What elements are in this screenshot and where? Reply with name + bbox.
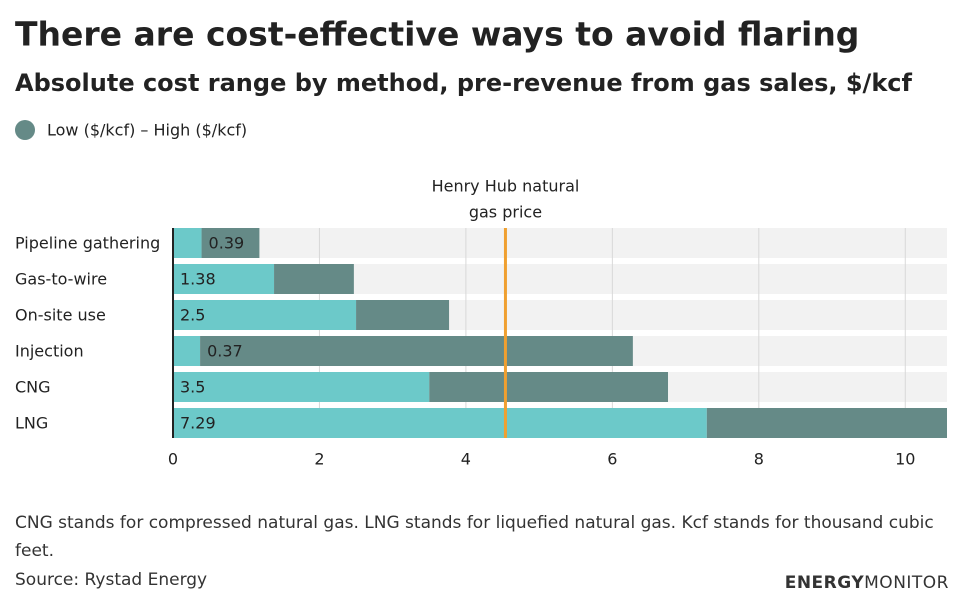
low-bar <box>173 228 202 258</box>
x-tick-label: 6 <box>607 450 617 469</box>
row-band <box>173 228 947 258</box>
reference-label: Henry Hub natural <box>432 177 580 196</box>
low-bar <box>173 336 201 366</box>
x-tick-label: 10 <box>895 450 915 469</box>
y-tick-label: Injection <box>15 342 84 361</box>
range-bar <box>356 300 450 330</box>
range-bar <box>429 372 669 402</box>
range-bar <box>274 264 354 294</box>
chart-title: There are cost-effective ways to avoid f… <box>15 15 859 54</box>
brand-light: MONITOR <box>864 573 949 593</box>
x-tick-label: 0 <box>168 450 178 469</box>
low-bar <box>173 300 357 330</box>
brand-bold: ENERGY <box>784 573 865 593</box>
note: CNG stands for compressed natural gas. L… <box>15 513 934 561</box>
low-bar <box>173 264 275 294</box>
range-bar <box>201 228 260 258</box>
legend-swatch <box>15 120 35 140</box>
chart-subtitle: Absolute cost range by method, pre-reven… <box>15 69 913 97</box>
x-tick-label: 4 <box>461 450 471 469</box>
low-bar <box>173 408 707 438</box>
source: Source: Rystad Energy <box>15 570 208 590</box>
x-tick-label: 2 <box>314 450 324 469</box>
value-label: 7.29 <box>180 414 216 433</box>
y-tick-label: On-site use <box>15 306 106 325</box>
low-bar <box>173 372 430 402</box>
value-label: 2.5 <box>180 306 205 325</box>
y-tick-label: LNG <box>15 414 48 433</box>
y-tick-label: Pipeline gathering <box>15 234 160 253</box>
value-label: 0.39 <box>209 234 245 253</box>
legend-label: Low ($/kcf) – High ($/kcf) <box>47 121 247 140</box>
value-label: 3.5 <box>180 378 205 397</box>
y-tick-label: Gas-to-wire <box>15 270 107 289</box>
range-bar <box>200 336 633 366</box>
x-tick-label: 8 <box>754 450 764 469</box>
reference-label: gas price <box>469 203 542 222</box>
range-bar <box>706 408 947 438</box>
y-tick-label: CNG <box>15 378 51 397</box>
brand: ENERGYMONITOR <box>785 573 949 593</box>
value-label: 1.38 <box>180 270 216 289</box>
value-label: 0.37 <box>207 342 243 361</box>
